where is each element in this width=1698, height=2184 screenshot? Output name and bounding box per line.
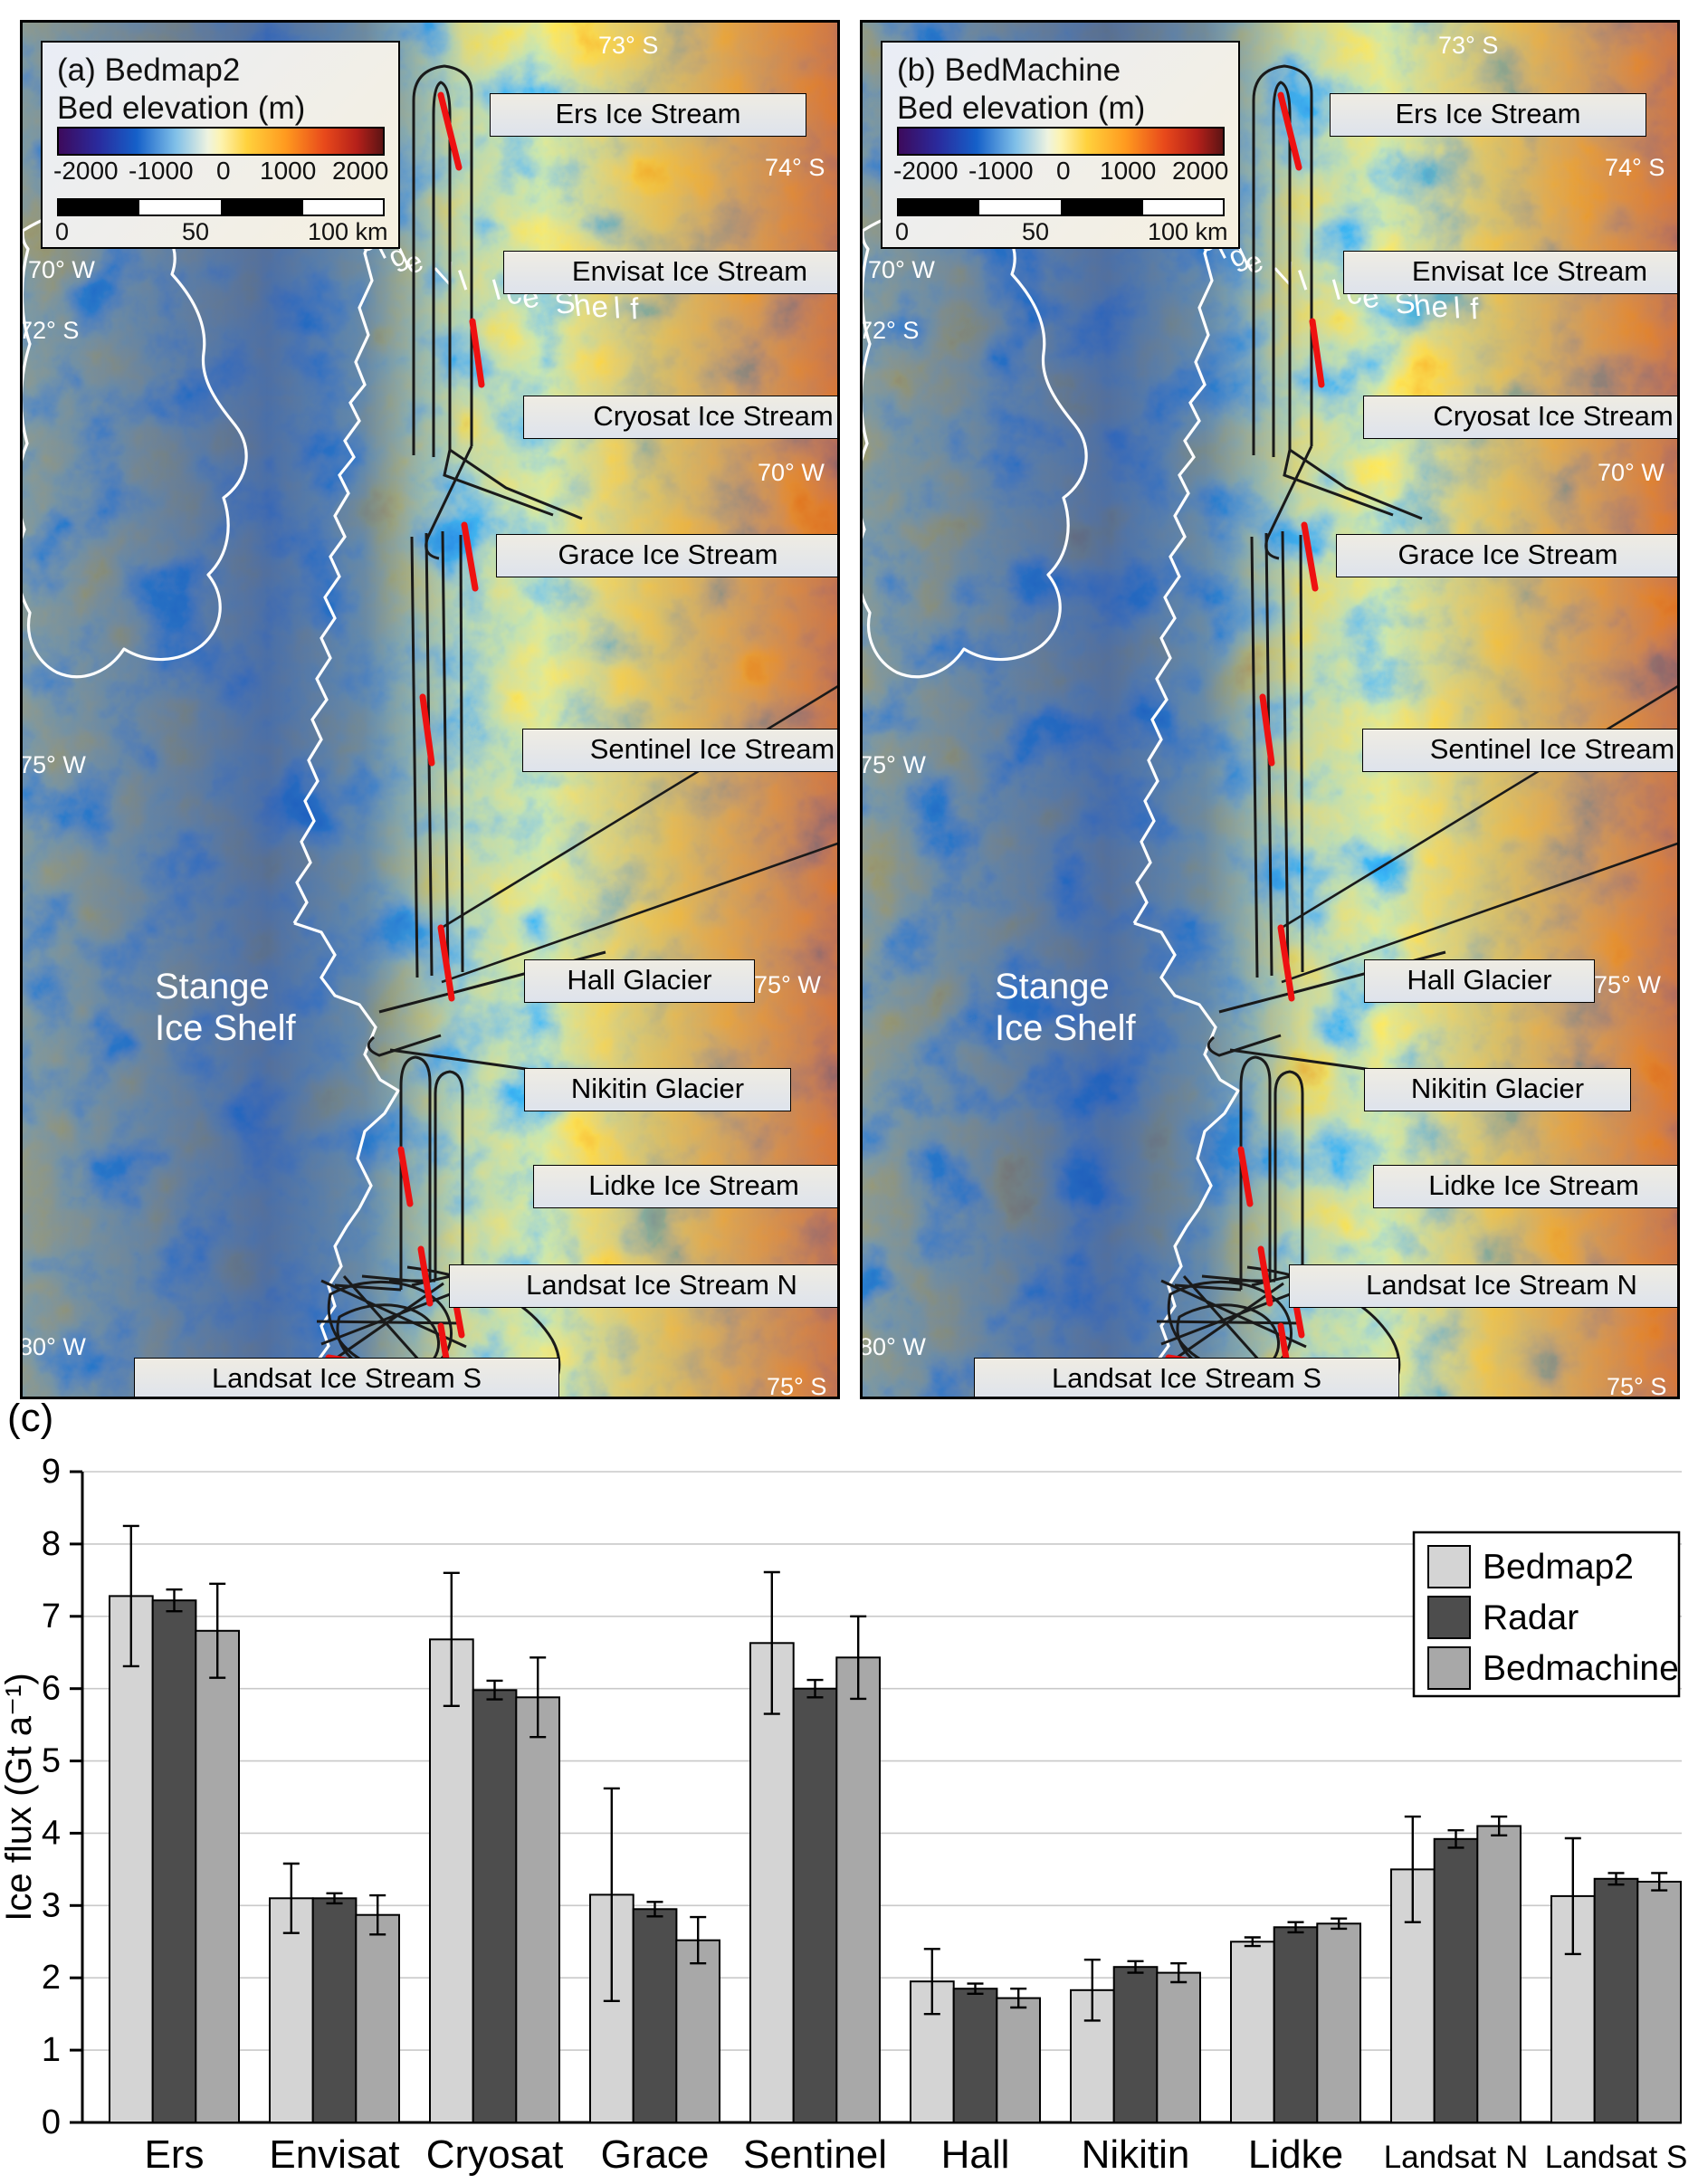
svg-text:0: 0 xyxy=(42,2103,61,2141)
svg-text:8: 8 xyxy=(42,1525,61,1563)
svg-text:Radar: Radar xyxy=(1483,1598,1579,1637)
svg-text:Bedmachine: Bedmachine xyxy=(1483,1649,1679,1688)
svg-text:4: 4 xyxy=(42,1814,61,1852)
svg-text:l: l xyxy=(1453,291,1462,324)
svg-text:Ers: Ers xyxy=(145,2132,205,2177)
svg-text:Landsat S: Landsat S xyxy=(1545,2140,1688,2175)
svg-text:Grace: Grace xyxy=(601,2132,710,2177)
svg-text:I: I xyxy=(488,272,505,307)
svg-text:Lidke: Lidke xyxy=(1248,2132,1343,2177)
svg-text:I: I xyxy=(1328,272,1345,307)
svg-text:Ice Shelf: Ice Shelf xyxy=(155,1008,297,1048)
svg-text:e: e xyxy=(590,289,610,324)
svg-text:Sentinel: Sentinel xyxy=(743,2132,887,2177)
svg-text:Cryosat: Cryosat xyxy=(426,2132,564,2177)
svg-text:f: f xyxy=(630,291,641,325)
svg-text:Bedmap2: Bedmap2 xyxy=(1483,1548,1634,1587)
svg-text:7: 7 xyxy=(42,1597,61,1636)
svg-text:Ice Shelf: Ice Shelf xyxy=(995,1008,1137,1048)
svg-text:f: f xyxy=(1470,291,1481,325)
svg-text:(c): (c) xyxy=(7,1403,53,1440)
svg-text:Ice flux (Gt a⁻¹): Ice flux (Gt a⁻¹) xyxy=(0,1673,39,1922)
svg-text:5: 5 xyxy=(42,1742,61,1780)
svg-text:Hall: Hall xyxy=(941,2132,1010,2177)
svg-text:Landsat N: Landsat N xyxy=(1384,2140,1529,2175)
svg-text:e: e xyxy=(1430,289,1450,324)
svg-text:6: 6 xyxy=(42,1670,61,1708)
svg-text:l: l xyxy=(613,291,622,324)
svg-text:1: 1 xyxy=(42,2031,61,2069)
svg-text:9: 9 xyxy=(42,1453,61,1491)
svg-text:Stange: Stange xyxy=(995,967,1110,1006)
svg-text:Envisat: Envisat xyxy=(269,2132,399,2177)
svg-text:Nikitin: Nikitin xyxy=(1082,2132,1190,2177)
svg-text:Stange: Stange xyxy=(155,967,270,1006)
svg-text:3: 3 xyxy=(42,1886,61,1924)
svg-text:2: 2 xyxy=(42,1959,61,1997)
